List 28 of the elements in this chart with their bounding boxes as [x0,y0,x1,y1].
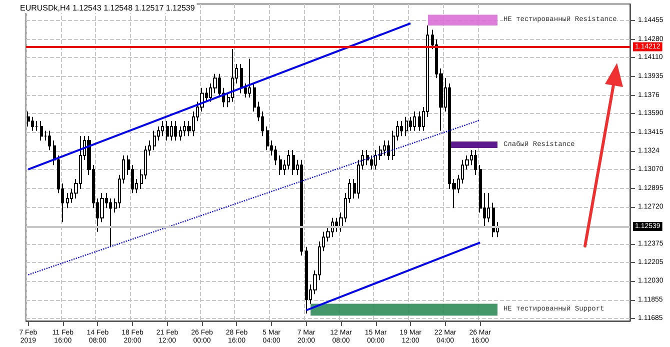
candlestick [400,120,403,137]
candlestick [166,120,169,141]
candlestick [292,150,295,176]
candlestick [66,192,69,209]
candlestick [248,58,251,98]
chart-title: EURUSDk,H4 1.12543 1.12548 1.12517 1.12539 [20,4,196,12]
candlestick [161,120,164,137]
candlestick [383,140,386,156]
candlestick [27,110,30,127]
candlestick [366,150,369,166]
candlestick [474,150,477,176]
candlestick [413,110,416,132]
candlestick [174,120,177,141]
candlestick [153,130,156,151]
candlestick [35,120,38,132]
candlestick [492,202,495,238]
candlestick [300,159,303,256]
candlestick [487,192,490,223]
candlestick [387,140,390,160]
candlestick [48,130,51,151]
candlestick [305,246,308,314]
candlestick [418,110,421,132]
candlestick [374,150,377,170]
candlestick [405,116,408,137]
candlestick [40,120,43,141]
candlestick [170,120,173,141]
candlestick [279,155,282,176]
candlestick [240,64,243,94]
